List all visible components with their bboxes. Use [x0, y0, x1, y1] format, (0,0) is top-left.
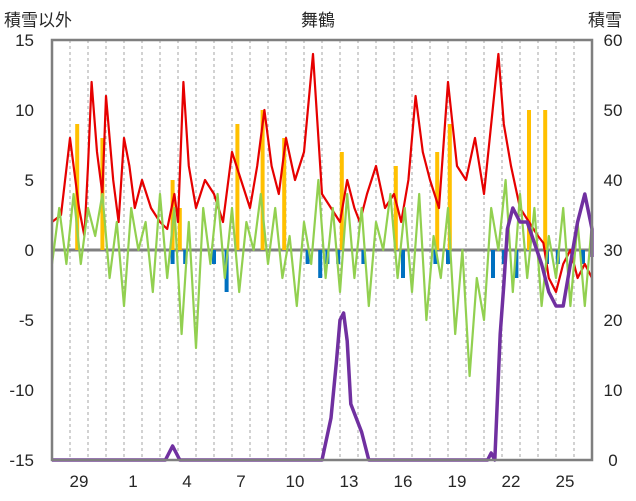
blue-bar — [446, 250, 450, 264]
right-tick-label: 10 — [604, 381, 623, 400]
orange-bar — [282, 138, 287, 250]
orange-bar — [447, 124, 452, 250]
blue-bar — [433, 250, 438, 264]
left-tick-label: 0 — [25, 241, 34, 260]
right-tick-label: 30 — [604, 241, 623, 260]
chart-title: 舞鶴 — [301, 11, 335, 30]
blue-bar — [401, 250, 405, 278]
orange-bar — [527, 110, 531, 250]
blue-bar — [514, 250, 519, 278]
x-tick-label: 25 — [556, 472, 575, 491]
left-tick-label: 15 — [15, 31, 34, 50]
blue-bar — [318, 250, 323, 278]
right-axis-ticks: 60 50 40 30 20 10 0 — [604, 31, 623, 470]
x-tick-label: 13 — [340, 472, 359, 491]
x-tick-label: 7 — [236, 472, 245, 491]
left-tick-label: 10 — [15, 101, 34, 120]
blue-bar — [170, 250, 175, 264]
orange-bar — [260, 110, 265, 250]
right-tick-label: 40 — [604, 171, 623, 190]
green-series-line — [50, 178, 594, 378]
blue-bar — [212, 250, 216, 264]
blue-bar — [183, 250, 188, 264]
blue-bar — [501, 250, 506, 264]
x-tick-label: 16 — [394, 472, 413, 491]
left-tick-label: 5 — [25, 171, 34, 190]
x-tick-label: 10 — [286, 472, 305, 491]
left-tick-label: -10 — [9, 381, 34, 400]
orange-bar — [543, 110, 548, 250]
x-tick-label: 1 — [128, 472, 137, 491]
x-axis-ticks: 29 1 4 7 10 13 16 19 22 25 — [70, 472, 575, 491]
blue-bar — [581, 250, 585, 264]
right-tick-label: 60 — [604, 31, 623, 50]
x-tick-label: 22 — [502, 472, 521, 491]
x-tick-label: 29 — [70, 472, 89, 491]
orange-bar — [339, 152, 344, 250]
blue-bar — [305, 250, 310, 264]
series-group — [50, 52, 594, 462]
red-series-line — [51, 52, 593, 294]
orange-bar — [235, 124, 240, 250]
right-tick-label: 50 — [604, 101, 623, 120]
left-axis-label: 積雪以外 — [4, 11, 72, 30]
right-tick-label: 20 — [604, 311, 623, 330]
blue-bar — [336, 250, 341, 264]
x-tick-label: 19 — [448, 472, 467, 491]
orange-bar — [177, 208, 182, 250]
left-tick-label: -15 — [9, 451, 34, 470]
plot-frame — [50, 38, 594, 462]
blue-bar — [361, 250, 366, 264]
left-tick-label: -5 — [19, 311, 34, 330]
left-axis-ticks: 15 10 5 0 -5 -10 -15 — [9, 31, 34, 470]
orange-bar — [393, 166, 398, 250]
right-axis-label: 積雪 — [588, 11, 622, 30]
right-tick-label: 0 — [608, 451, 617, 470]
x-tick-label: 4 — [182, 472, 191, 491]
blue-bar — [491, 250, 495, 278]
